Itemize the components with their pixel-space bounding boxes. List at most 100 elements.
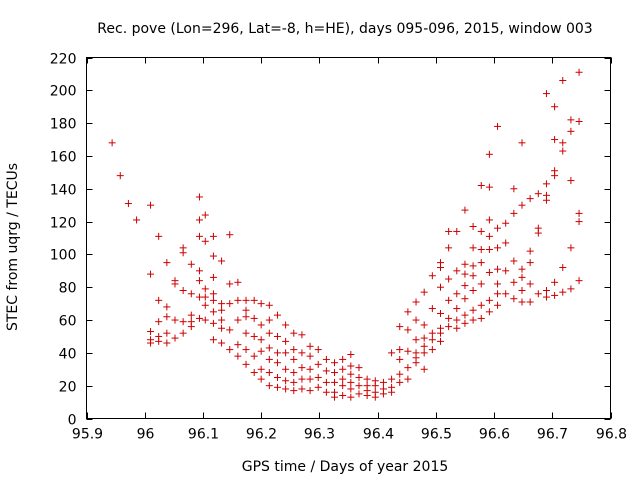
data-point — [551, 103, 559, 111]
y-tick-label: 160 — [50, 150, 77, 166]
data-point — [485, 308, 493, 316]
data-point — [510, 278, 518, 286]
data-point — [218, 324, 226, 332]
data-point — [265, 329, 273, 337]
data-point — [195, 193, 203, 201]
data-point — [534, 290, 542, 298]
data-point — [147, 328, 155, 336]
data-point — [575, 117, 583, 125]
data-point — [331, 369, 339, 377]
data-point — [469, 287, 477, 295]
data-point — [347, 378, 355, 386]
data-point — [559, 76, 567, 84]
data-point — [526, 259, 534, 267]
data-point — [250, 369, 258, 377]
data-point — [404, 308, 412, 316]
y-tick-label: 20 — [59, 380, 77, 396]
data-point — [331, 378, 339, 386]
data-point — [163, 259, 171, 267]
data-point — [339, 392, 347, 400]
data-point — [445, 275, 453, 283]
data-point — [526, 195, 534, 203]
data-point — [518, 265, 526, 273]
data-point — [510, 209, 518, 217]
chart-title: Rec. pove (Lon=296, Lat=-8, h=HE), days … — [97, 21, 592, 37]
data-point — [567, 177, 575, 185]
data-point — [469, 306, 477, 314]
y-axis-label: STEC from uqrg / TECUs — [5, 163, 21, 331]
data-point — [290, 355, 298, 363]
data-point — [412, 359, 420, 367]
data-point — [510, 295, 518, 303]
data-point — [116, 172, 124, 180]
data-point — [171, 280, 179, 288]
data-point — [257, 336, 265, 344]
data-point — [526, 298, 534, 306]
data-point — [428, 329, 436, 337]
data-point — [404, 375, 412, 383]
data-point — [209, 273, 217, 281]
data-point — [201, 316, 209, 324]
data-point — [209, 336, 217, 344]
data-point — [453, 267, 461, 275]
data-point — [453, 324, 461, 332]
plot-frame — [86, 57, 611, 419]
data-point — [542, 287, 550, 295]
data-point — [265, 301, 273, 309]
data-point — [282, 337, 290, 345]
data-point — [257, 365, 265, 373]
data-point — [226, 300, 234, 308]
data-point — [526, 280, 534, 288]
data-point — [396, 378, 404, 386]
data-point — [436, 309, 444, 317]
data-point — [559, 264, 567, 272]
data-point — [542, 196, 550, 204]
data-point — [163, 339, 171, 347]
data-point — [226, 346, 234, 354]
data-point — [469, 316, 477, 324]
data-point — [195, 216, 203, 224]
data-point — [155, 232, 163, 240]
data-point — [282, 321, 290, 329]
data-point — [412, 336, 420, 344]
data-point — [477, 227, 485, 235]
data-point — [485, 268, 493, 276]
data-point — [518, 287, 526, 295]
data-point — [195, 277, 203, 285]
y-tick-label: 40 — [59, 347, 77, 363]
data-point — [201, 285, 209, 293]
data-point — [290, 346, 298, 354]
data-point — [485, 232, 493, 240]
data-point — [339, 382, 347, 390]
data-point — [436, 283, 444, 291]
data-point — [461, 282, 469, 290]
data-point — [250, 332, 258, 340]
data-point — [273, 311, 281, 319]
data-point — [404, 347, 412, 355]
data-point — [420, 334, 428, 342]
data-point — [306, 365, 314, 373]
data-point — [218, 339, 226, 347]
data-point — [209, 232, 217, 240]
data-point — [453, 316, 461, 324]
data-point — [494, 265, 502, 273]
x-tick-label: 96.1 — [188, 427, 219, 443]
data-point — [428, 305, 436, 313]
data-point — [257, 347, 265, 355]
data-point — [147, 201, 155, 209]
data-point — [485, 216, 493, 224]
data-point — [242, 306, 250, 314]
data-point — [257, 321, 265, 329]
data-point — [290, 387, 298, 395]
data-point — [195, 232, 203, 240]
data-point — [265, 316, 273, 324]
data-point — [477, 259, 485, 267]
data-point — [226, 231, 234, 239]
x-tick-label: 96.6 — [479, 427, 510, 443]
data-point — [575, 209, 583, 217]
y-tick-label: 80 — [59, 281, 77, 297]
data-point — [453, 290, 461, 298]
data-point — [575, 68, 583, 76]
data-point — [242, 313, 250, 321]
data-point — [171, 316, 179, 324]
